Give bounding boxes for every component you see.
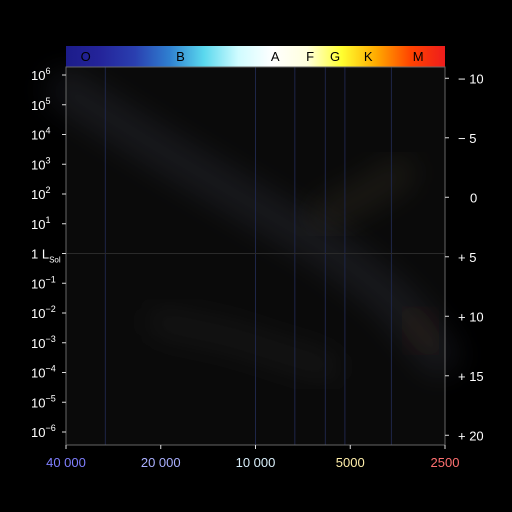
left-tick-label: 103: [31, 155, 50, 172]
right-tick-label: + 10: [458, 309, 484, 324]
left-tick-label: 10−3: [31, 334, 56, 351]
x-tick-label: 20 000: [141, 455, 181, 470]
x-tick-label: 2500: [431, 455, 460, 470]
x-tick-label: 40 000: [46, 455, 86, 470]
magnitude-axis: − 10 − 5 0 + 5 + 10 + 15 + 20: [445, 71, 484, 443]
left-tick-label: 10−2: [31, 304, 56, 321]
right-tick-label: + 15: [458, 369, 484, 384]
spectral-class-label: O: [81, 49, 91, 64]
left-tick-label: 104: [31, 126, 50, 143]
region-giants: [310, 158, 414, 230]
left-tick-label: 101: [31, 215, 50, 232]
left-tick-label: 102: [31, 185, 50, 202]
right-tick-label: − 10: [458, 71, 484, 86]
left-tick-label: 1 LSol: [31, 247, 61, 265]
left-tick-label: 10−1: [31, 274, 56, 291]
star-regions: [46, 69, 460, 382]
left-tick-label: 10−6: [31, 423, 56, 440]
x-tick-label: 10 000: [236, 455, 276, 470]
temperature-axis: 40 000 20 000 10 000 5000 2500: [46, 445, 459, 470]
spectral-class-label: A: [271, 49, 280, 64]
spectral-class-label: G: [330, 49, 340, 64]
left-tick-label: 10−4: [31, 364, 56, 381]
region-white-dwarfs: [145, 306, 341, 382]
right-tick-label: − 5: [458, 131, 476, 146]
spectral-class-label: M: [413, 49, 424, 64]
left-tick-label: 10−5: [31, 393, 56, 410]
spectral-class-label: B: [176, 49, 185, 64]
luminosity-axis: 106 105 104 103 102 101 1 LSol 10−1 10−2 10−3 10−4…: [31, 66, 66, 440]
right-tick-label: 0: [470, 190, 477, 205]
right-tick-label: + 20: [458, 428, 484, 443]
region-red-dwarfs: [396, 303, 445, 358]
right-tick-label: + 5: [458, 250, 476, 265]
spectral-class-label: F: [306, 49, 314, 64]
spectral-class-label: K: [364, 49, 373, 64]
spectral-colorbar: [66, 46, 445, 67]
x-tick-label: 5000: [336, 455, 365, 470]
left-tick-label: 105: [31, 96, 50, 113]
class-boundary-lines: [104, 67, 392, 445]
left-tick-label: 106: [31, 66, 50, 83]
